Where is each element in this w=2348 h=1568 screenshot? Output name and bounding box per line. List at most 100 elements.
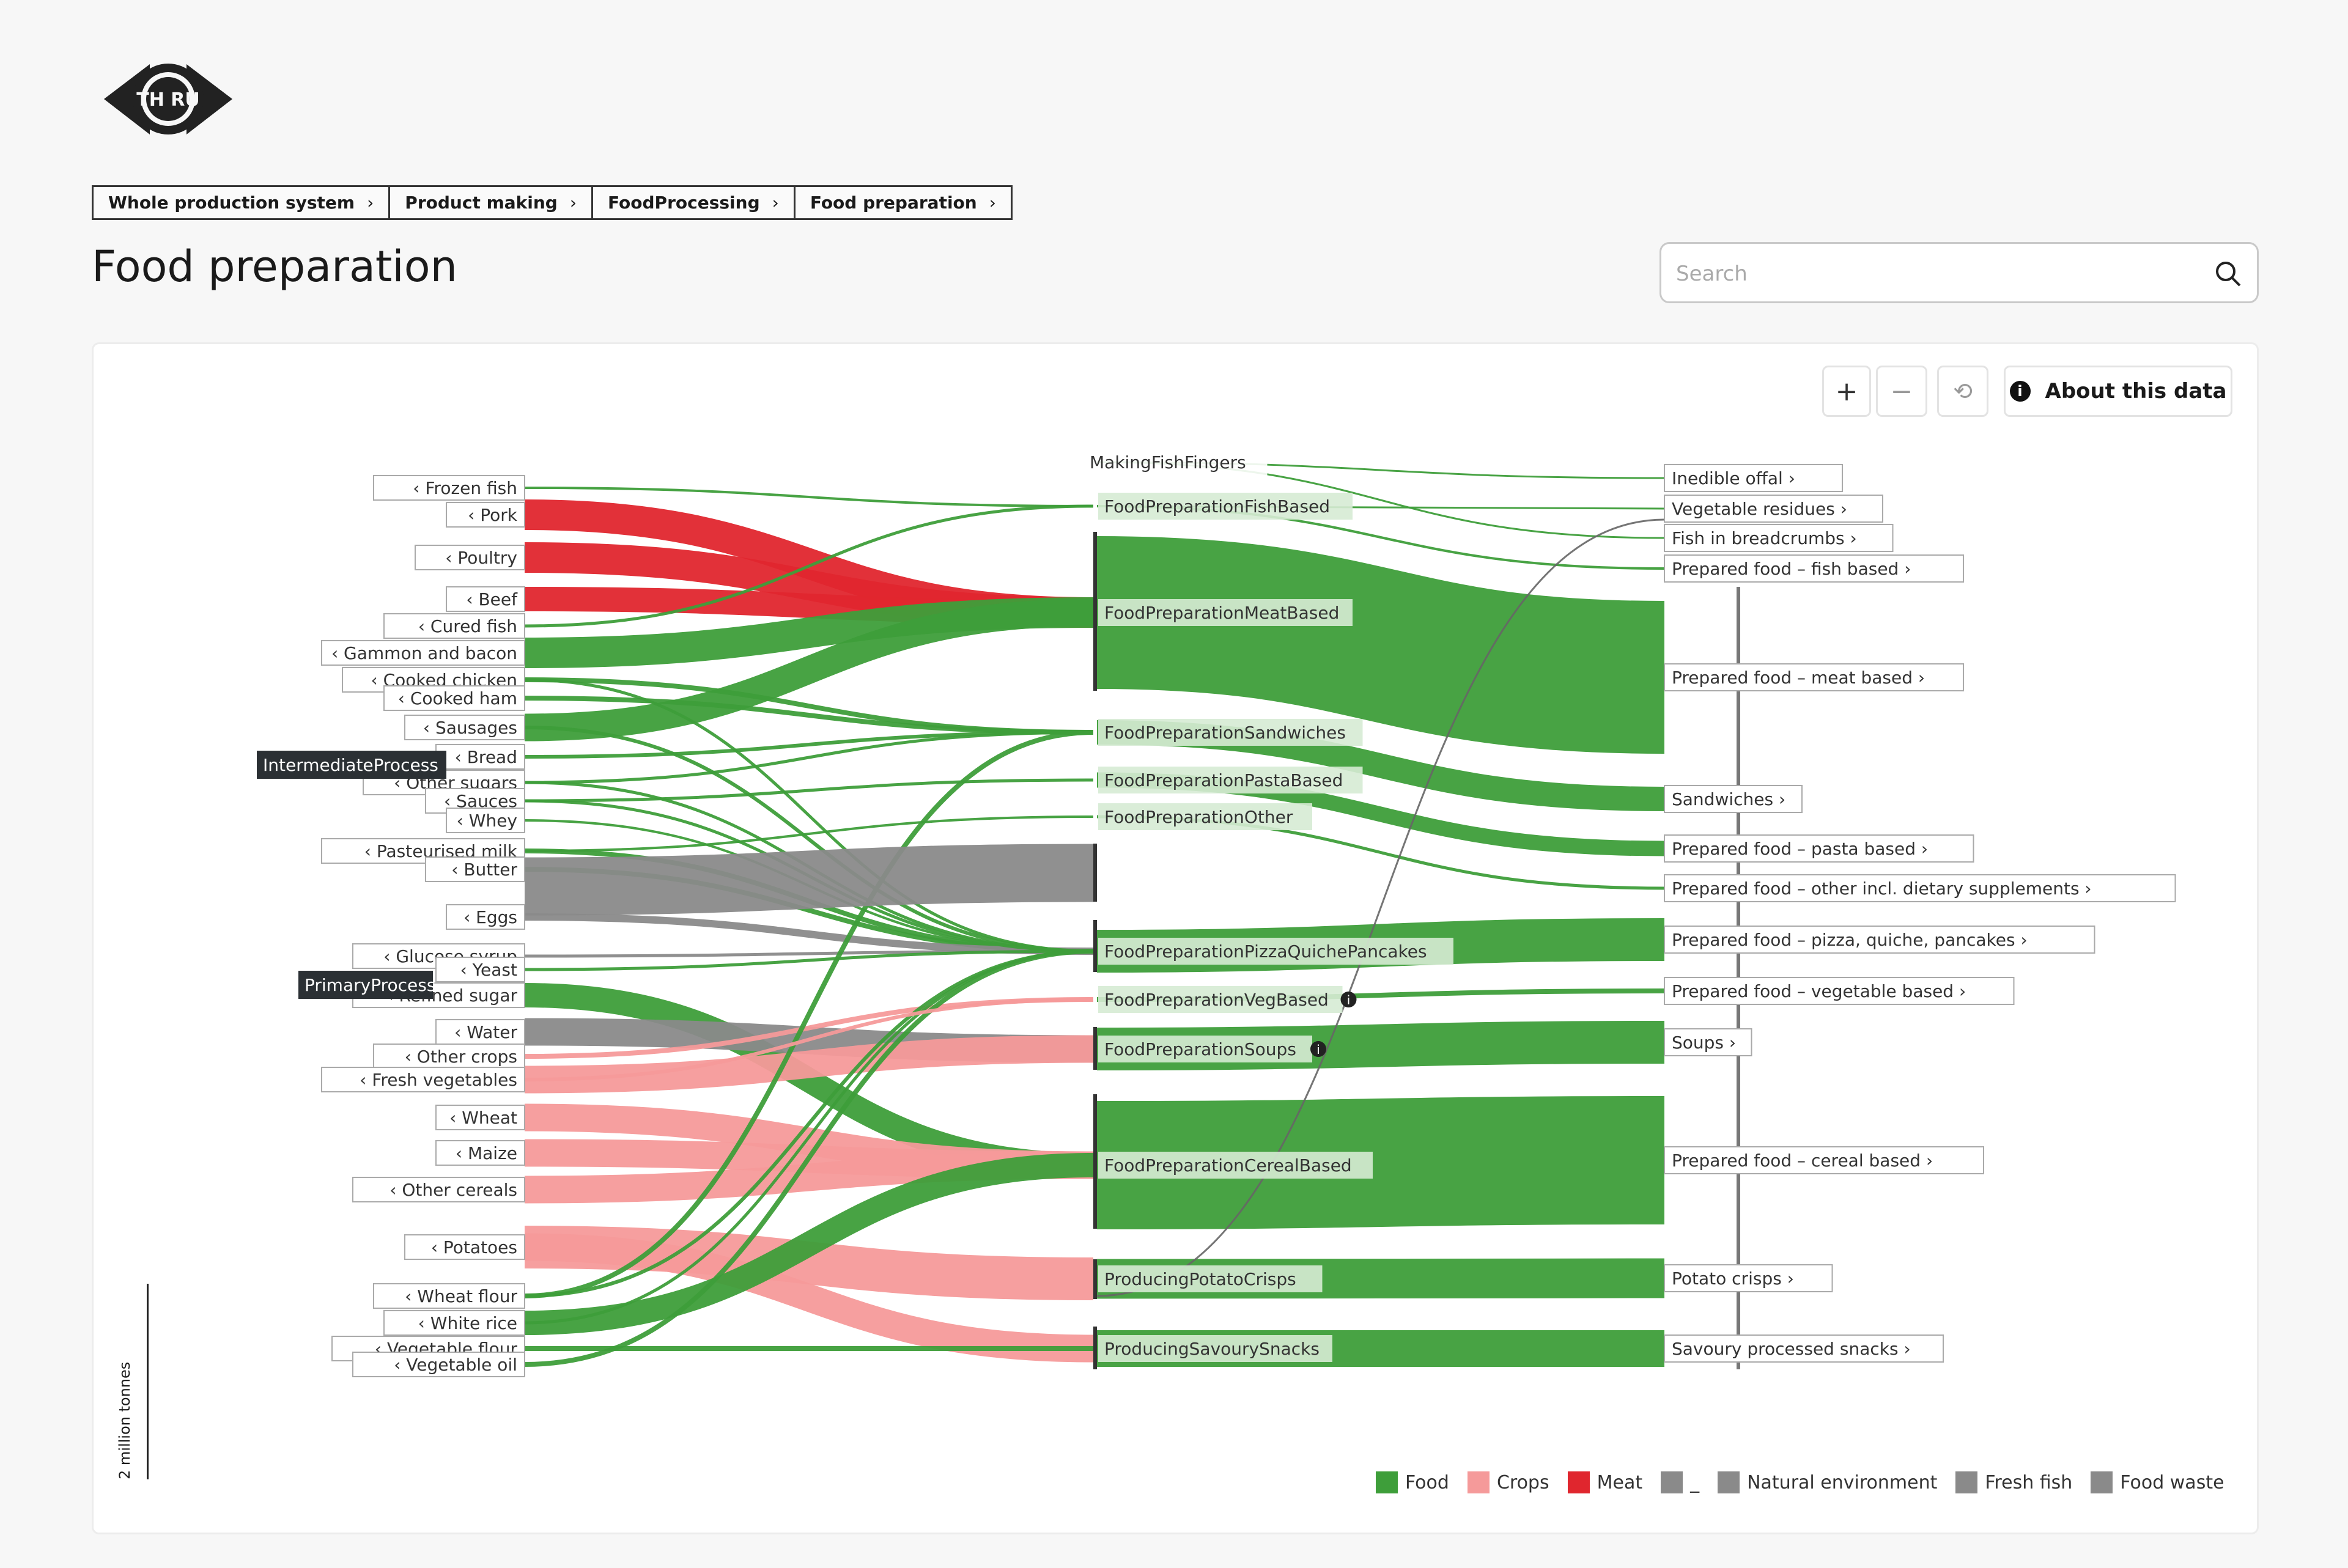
flow-link[interactable] [524,678,1094,953]
process-node[interactable] [1093,532,1097,691]
flow-link[interactable] [524,598,1094,742]
process-label[interactable]: FoodPreparationOther [1098,803,1312,830]
group-label: PrimaryProcess [298,971,435,999]
source-node[interactable]: ‹ Vegetable oil [352,1352,525,1377]
process-node[interactable] [1093,1094,1097,1229]
source-node[interactable]: ‹ Poultry [415,545,525,570]
output-node[interactable]: Prepared food – pizza, quiche, pancakes … [1664,926,2095,954]
search-icon[interactable] [2214,260,2242,288]
output-node[interactable]: Vegetable residues › [1664,495,1883,523]
legend-swatch [1718,1471,1740,1493]
process-label[interactable]: FoodPreparationVegBased i [1098,986,1357,1013]
source-node[interactable]: ‹ Whey [446,808,525,833]
reset-button[interactable]: ⟲ [1937,366,1988,417]
flow-link[interactable] [524,726,1094,953]
source-node[interactable]: ‹ Cured fish [383,613,525,639]
zoom-out-button[interactable]: − [1876,366,1927,417]
process-label[interactable]: ProducingPotatoCrisps [1098,1265,1323,1292]
source-label: ‹ Poultry [445,548,517,568]
process-label[interactable]: FoodPreparationFishBased [1098,493,1353,520]
svg-text:ProducingPotatoCrisps: ProducingPotatoCrisps [1104,1269,1296,1289]
source-node[interactable]: ‹ Butter [425,856,525,882]
source-label: ‹ Whey [457,811,517,831]
flow-link[interactable] [524,949,1094,1325]
process-label[interactable]: FoodPreparationCerealBased [1098,1152,1373,1179]
source-node[interactable]: ‹ Maize [435,1140,525,1166]
breadcrumb-product-making[interactable]: Product making › [388,185,594,220]
flow-link[interactable] [524,696,1094,735]
flow-link[interactable] [524,949,1094,971]
process-label[interactable]: FoodPreparationSandwiches [1098,719,1363,746]
output-node[interactable]: Prepared food – fish based › [1664,554,1964,583]
source-node[interactable]: ‹ Eggs [446,904,525,930]
output-node[interactable]: Sandwiches › [1664,785,1803,813]
flow-link[interactable] [524,731,1094,784]
output-node[interactable]: Prepared food – meat based › [1664,663,1964,691]
process-label[interactable]: FoodPreparationPizzaQuichePancakes [1098,938,1453,965]
flow-link[interactable] [524,487,1094,507]
breadcrumb-food-preparation[interactable]: Food preparation › [793,185,1013,220]
info-icon[interactable] [1340,992,1357,1007]
output-node[interactable]: Prepared food – other incl. dietary supp… [1664,874,2176,902]
process-label[interactable]: FoodPreparationSoups i [1098,1036,1326,1062]
process-label[interactable]: FoodPreparationPastaBased [1098,767,1363,793]
zoom-in-button[interactable]: + [1822,366,1871,417]
source-label: ‹ Cured fish [418,616,517,636]
source-node[interactable]: ‹ Potatoes [404,1234,525,1260]
source-node[interactable]: ‹ Beef [446,586,525,612]
output-node[interactable]: Potato crisps › [1664,1264,1833,1292]
source-node[interactable]: ‹ Other crops [373,1043,525,1069]
process-label[interactable]: FoodPreparationMeatBased [1098,599,1353,626]
process-node[interactable] [1093,920,1097,972]
flow-link[interactable] [524,998,1094,1081]
source-node[interactable]: ‹ Bread [435,744,525,770]
output-node[interactable]: Soups › [1664,1028,1752,1056]
flow-link[interactable] [524,844,1094,916]
output-node[interactable]: Prepared food – cereal based › [1664,1146,1984,1174]
output-label: Prepared food – vegetable based › [1672,981,1966,1001]
flow-link[interactable] [524,949,1094,1367]
process-node[interactable] [1093,1327,1097,1369]
source-node[interactable]: ‹ Other cereals [352,1177,525,1202]
output-node[interactable]: Fish in breadcrumbs › [1664,524,1894,552]
process-label[interactable]: ProducingSavourySnacks [1098,1335,1332,1362]
flow-link[interactable] [524,1153,1094,1335]
flow-link[interactable] [524,504,1094,628]
flow-link[interactable] [1096,518,1665,1297]
source-node[interactable]: ‹ Fresh vegetables [321,1067,525,1092]
about-data-button[interactable]: i About this data [2004,366,2232,417]
flow-link[interactable] [524,815,1094,852]
output-node[interactable]: Savoury processed snacks › [1664,1334,1944,1363]
process-node[interactable] [1093,1027,1097,1070]
source-node[interactable]: ‹ Sausages [404,715,525,740]
source-label: ‹ Gammon and bacon [331,643,517,663]
source-node[interactable]: ‹ Wheat [435,1105,525,1130]
source-node[interactable]: ‹ Yeast [435,957,525,982]
info-icon[interactable] [1310,1041,1326,1057]
svg-text:FoodPreparationSandwiches: FoodPreparationSandwiches [1104,723,1346,743]
source-node[interactable]: ‹ Water [435,1019,525,1045]
flow-link[interactable] [524,1035,1094,1094]
chevron-right-icon: › [772,193,779,213]
source-node[interactable]: ‹ Frozen fish [373,475,525,501]
process-label[interactable]: MakingFishFingers [1084,449,1268,476]
flow-link[interactable] [524,778,1094,803]
flow-link[interactable] [524,1233,1094,1363]
output-node[interactable]: Inedible offal › [1664,464,1843,492]
process-node[interactable] [1093,1259,1097,1299]
process-node[interactable] [1093,844,1097,902]
output-node[interactable]: Prepared food – pasta based › [1664,834,1974,863]
page-title: Food preparation [92,241,457,292]
source-node[interactable]: ‹ Pork [446,502,525,528]
output-node[interactable]: Prepared food – vegetable based › [1664,977,2015,1005]
flow-link[interactable] [524,913,1094,955]
flow-link[interactable] [524,730,1094,1298]
source-node[interactable]: ‹ White rice [383,1310,525,1336]
breadcrumb-whole-production-system[interactable]: Whole production system › [92,185,391,220]
output-label: Prepared food – other incl. dietary supp… [1672,878,2092,899]
source-node[interactable]: ‹ Wheat flour [373,1283,525,1309]
source-node[interactable]: ‹ Gammon and bacon [321,640,525,666]
search-input[interactable] [1675,256,2203,292]
source-label: ‹ Sausages [423,718,517,738]
source-node[interactable]: ‹ Cooked ham [383,685,525,711]
